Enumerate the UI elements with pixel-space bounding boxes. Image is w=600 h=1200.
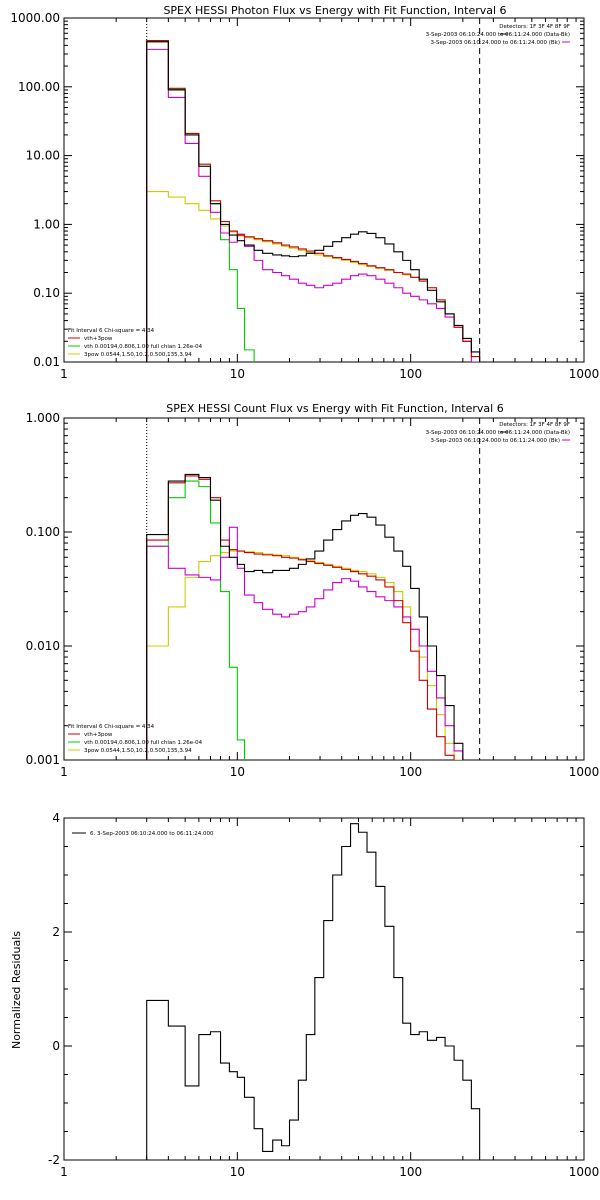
x-tick-label: 1000 bbox=[569, 765, 600, 779]
y-tick-label: -2 bbox=[48, 1153, 60, 1167]
y-tick-label: 0.001 bbox=[26, 753, 60, 767]
info-line: Detectors: 1F 3F 4F 8F 9F bbox=[499, 422, 570, 428]
y-tick-label: 0 bbox=[52, 1039, 60, 1053]
y-tick-label: 10.00 bbox=[26, 149, 60, 163]
legend-header: Fit Interval 6 Chi-square = 4.34 bbox=[68, 328, 155, 334]
photon-flux-panel: SPEX HESSI Photon Flux vs Energy with Fi… bbox=[10, 4, 599, 381]
panel-title: SPEX HESSI Photon Flux vs Energy with Fi… bbox=[163, 4, 506, 17]
x-tick-label: 1 bbox=[60, 367, 68, 381]
info-line: 3-Sep-2003 06:10:24.000 to 06:11:24.000 … bbox=[426, 430, 570, 436]
x-tick-label: 10 bbox=[230, 765, 245, 779]
x-tick-label: 10 bbox=[230, 367, 245, 381]
series-3pow bbox=[146, 550, 463, 760]
y-tick-label: 0.010 bbox=[26, 639, 60, 653]
panel-title: SPEX HESSI Count Flux vs Energy with Fit… bbox=[166, 402, 503, 415]
y-axis-label: Normalized Residuals bbox=[10, 931, 23, 1049]
residuals-panel: Normalized Residuals 1 10 100 1000 -2 0 2 4 6. … bbox=[10, 811, 599, 1179]
x-tick-label: 1 bbox=[60, 1165, 68, 1179]
y-tick-label: 0.10 bbox=[33, 286, 60, 300]
legend: Fit Interval 6 Chi-square = 4.34 vth+3po… bbox=[68, 724, 203, 754]
y-tick-label: 4 bbox=[52, 811, 60, 825]
series-vth bbox=[146, 40, 255, 362]
y-tick-label: 0.100 bbox=[26, 525, 60, 539]
x-tick-label: 10 bbox=[230, 1165, 245, 1179]
series-3pow bbox=[146, 191, 481, 362]
count-flux-panel: SPEX HESSI Count Flux vs Energy with Fit… bbox=[26, 402, 600, 779]
y-tick-label: 2 bbox=[52, 925, 60, 939]
legend-label: 6. 3-Sep-2003 06:10:24.000 to 06:11:24.0… bbox=[90, 831, 214, 837]
info-line: 3-Sep-2003 06:10:24.000 to 06:11:24.000 … bbox=[426, 32, 570, 38]
legend-label: vth 0.00194,0.806,1.00 full chian 1.26e-… bbox=[84, 344, 203, 350]
x-tick-label: 1 bbox=[60, 765, 68, 779]
series-bk bbox=[146, 48, 480, 362]
series-vth bbox=[146, 480, 246, 760]
legend-label: 3pow 0.0544,1.50,10.2,0.500,135,3.94 bbox=[84, 748, 192, 754]
x-tick-label: 100 bbox=[399, 1165, 422, 1179]
y-tick-label: 0.01 bbox=[33, 355, 60, 369]
info-line: 3-Sep-2003 06:10:24.000 to 06:11:24.000 … bbox=[431, 40, 561, 46]
series-6 bbox=[146, 823, 481, 1160]
y-tick-label: 1000.00 bbox=[10, 11, 60, 25]
x-tick-label: 1000 bbox=[569, 1165, 600, 1179]
y-tick-label: 1.00 bbox=[33, 217, 60, 231]
legend-label: vth+3pow bbox=[84, 336, 113, 342]
legend-header: Fit Interval 6 Chi-square = 4.34 bbox=[68, 724, 155, 730]
legend-label: vth 0.00194,0.806,1.00 full chian 1.26e-… bbox=[84, 740, 203, 746]
info-line: Detectors: 1F 3F 4F 8F 9F bbox=[499, 24, 570, 30]
legend-label: 3pow 0.0544,1.50,10.2,0.500,135,3.94 bbox=[84, 352, 192, 358]
y-tick-label: 1.000 bbox=[26, 411, 60, 425]
info-line: 3-Sep-2003 06:10:24.000 to 06:11:24.000 … bbox=[431, 438, 561, 444]
plot-frame bbox=[63, 417, 585, 761]
x-tick-label: 100 bbox=[399, 367, 422, 381]
legend: Fit Interval 6 Chi-square = 4.34 vth+3po… bbox=[68, 328, 203, 358]
series-data-bk bbox=[146, 473, 464, 760]
series-bk bbox=[146, 526, 464, 760]
legend-label: vth+3pow bbox=[84, 732, 113, 738]
info-box: Detectors: 1F 3F 4F 8F 9F 3-Sep-2003 06:… bbox=[426, 24, 570, 46]
series-vth-3pow bbox=[146, 475, 455, 760]
plot-frame bbox=[63, 17, 585, 363]
series-vth-3pow bbox=[146, 40, 481, 362]
legend: 6. 3-Sep-2003 06:10:24.000 to 06:11:24.0… bbox=[72, 831, 214, 837]
series-data-bk bbox=[146, 41, 481, 362]
x-tick-label: 100 bbox=[399, 765, 422, 779]
x-tick-label: 1000 bbox=[569, 367, 600, 381]
info-box: Detectors: 1F 3F 4F 8F 9F 3-Sep-2003 06:… bbox=[426, 422, 570, 444]
y-tick-label: 100.00 bbox=[18, 80, 60, 94]
plot-frame bbox=[63, 817, 585, 1161]
